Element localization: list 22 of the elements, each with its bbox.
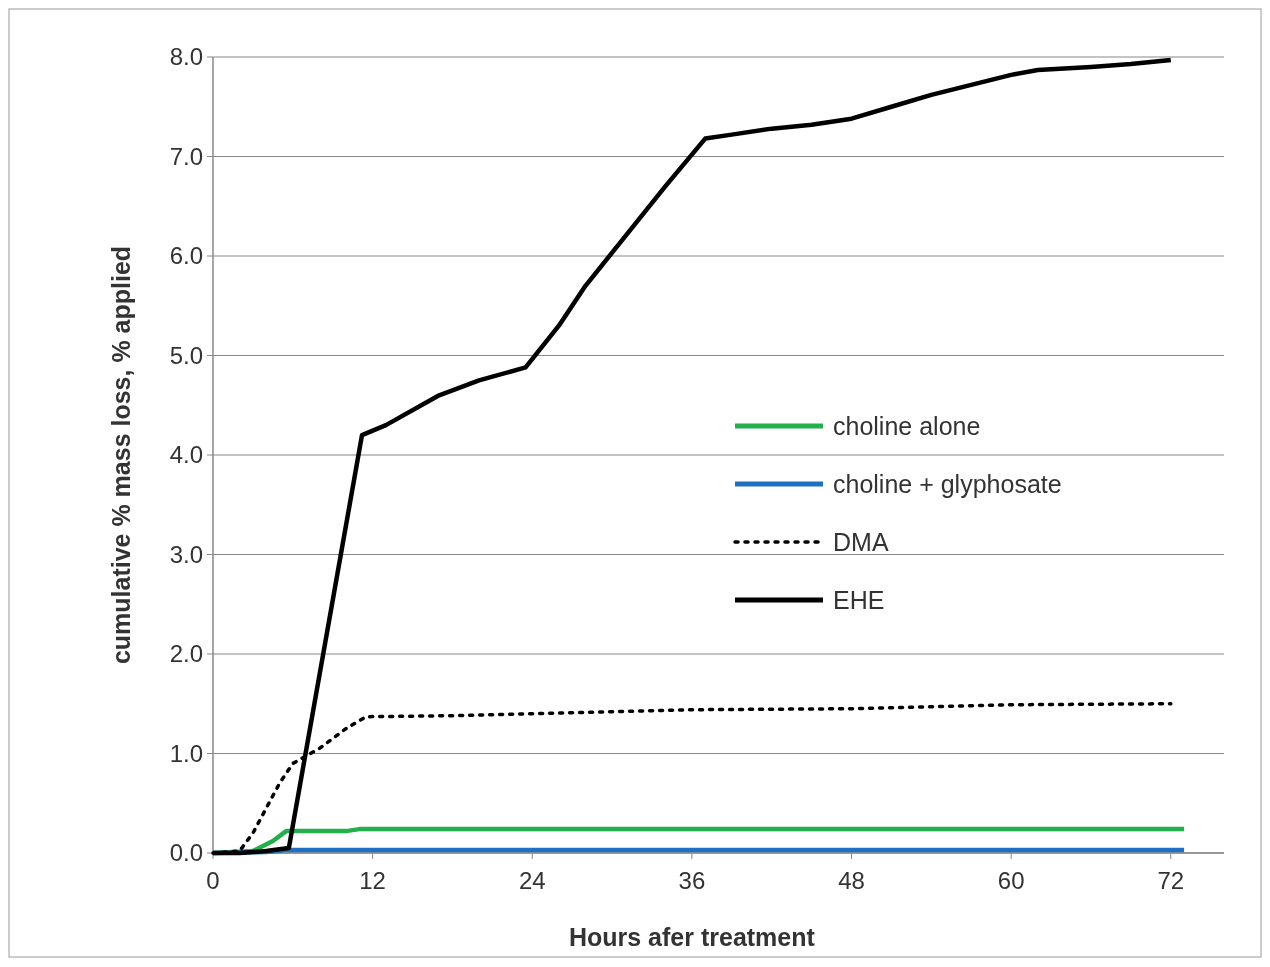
y-tick-label: 7.0 xyxy=(169,142,203,170)
y-tick-label: 2.0 xyxy=(169,640,203,668)
y-tick-label: 0.0 xyxy=(169,839,203,867)
y-tick-label: 6.0 xyxy=(169,242,203,270)
x-tick-label: 36 xyxy=(678,867,706,894)
x-tick-label: 24 xyxy=(518,867,546,894)
legend-label: choline alone xyxy=(833,411,981,440)
y-tick-label: 1.0 xyxy=(169,739,203,767)
x-tick-label: 48 xyxy=(838,867,865,894)
y-tick-label: 3.0 xyxy=(169,540,203,568)
legend-label: choline + glyphosate xyxy=(833,469,1062,498)
y-tick-label: 8.0 xyxy=(169,43,203,71)
legend-label: EHE xyxy=(833,585,885,614)
x-tick-label: 72 xyxy=(1157,867,1185,894)
x-tick-label: 60 xyxy=(997,867,1025,894)
x-tick-label: 12 xyxy=(359,867,386,894)
y-tick-label: 5.0 xyxy=(169,341,203,369)
x-tick-label: 0 xyxy=(206,867,220,894)
y-axis-title: cumulative % mass loss, % applied xyxy=(107,245,135,665)
legend-label: DMA xyxy=(833,527,889,556)
x-axis-title: Hours afer treatment xyxy=(568,923,816,951)
y-tick-label: 4.0 xyxy=(169,441,203,469)
